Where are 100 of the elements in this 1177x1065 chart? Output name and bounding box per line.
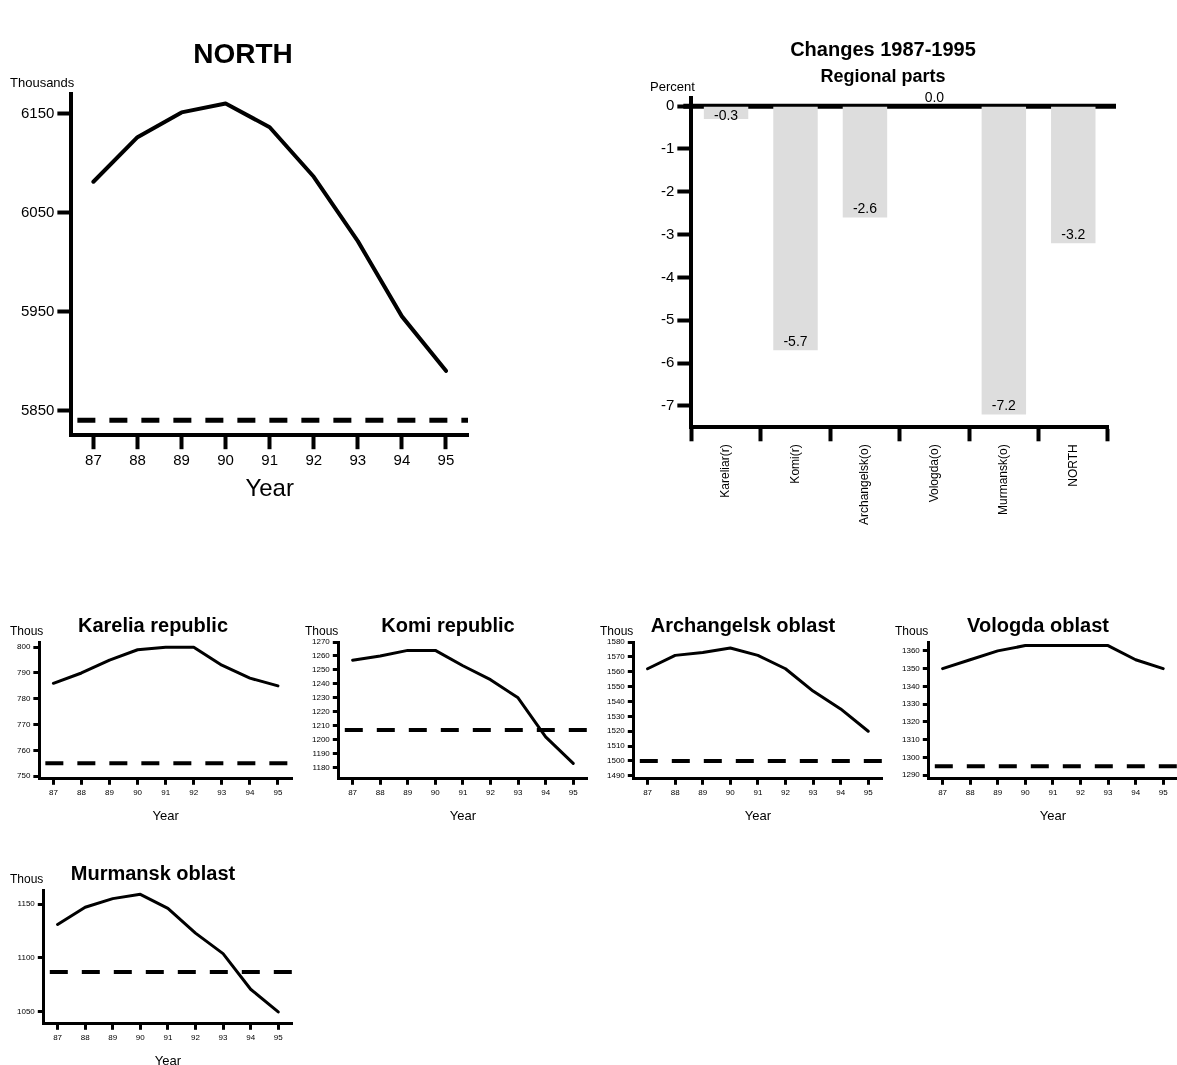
x-tick-label: 89 bbox=[173, 451, 190, 469]
y-tick-label: 1250 bbox=[312, 665, 331, 675]
x-axis-title: Year bbox=[744, 807, 772, 823]
y-tick-label: 1570 bbox=[607, 652, 626, 662]
y-tick-label: 1350 bbox=[902, 663, 921, 673]
x-tick-label: Archangelsk(o) bbox=[857, 444, 872, 525]
x-tick-label: 94 bbox=[1131, 787, 1141, 797]
x-tick-label: 89 bbox=[993, 787, 1003, 797]
y-tick-label: 1560 bbox=[607, 666, 626, 676]
x-tick-label: 92 bbox=[781, 787, 791, 797]
x-tick-label: 92 bbox=[305, 451, 323, 469]
y-tick-label: 5950 bbox=[20, 301, 55, 319]
y-tick-label: 790 bbox=[16, 668, 31, 678]
x-tick-label: 88 bbox=[965, 787, 976, 797]
x-axis-title: Year bbox=[245, 474, 294, 502]
x-tick-label: 95 bbox=[437, 451, 455, 469]
y-tick-label: -7 bbox=[660, 396, 675, 414]
y-tick-label: 6050 bbox=[20, 202, 55, 220]
x-tick-label: 93 bbox=[217, 787, 227, 797]
y-tick-label: 1510 bbox=[607, 741, 626, 751]
x-tick-label: Vologda(o) bbox=[926, 444, 941, 503]
chart-subtitle: Regional parts bbox=[820, 65, 946, 86]
x-tick-label: 95 bbox=[1158, 787, 1169, 797]
x-tick-label: 90 bbox=[133, 787, 143, 797]
y-tick-label: 1200 bbox=[312, 734, 331, 744]
x-tick-label: 91 bbox=[1048, 787, 1058, 797]
x-tick-label: 91 bbox=[261, 451, 279, 469]
y-axis-title: Percent bbox=[650, 78, 696, 94]
x-tick-label: 93 bbox=[1103, 787, 1114, 797]
x-tick-label: 91 bbox=[753, 787, 763, 797]
x-tick-label: 89 bbox=[108, 1032, 118, 1042]
x-tick-label: 92 bbox=[1076, 787, 1086, 797]
chart-title: NORTH bbox=[193, 37, 293, 69]
x-tick-label: 92 bbox=[189, 787, 199, 797]
y-tick-label: 1230 bbox=[312, 693, 331, 703]
x-tick-label: 91 bbox=[458, 787, 468, 797]
y-tick-label: -5 bbox=[660, 310, 675, 328]
x-axis-title: Year bbox=[152, 807, 180, 823]
y-tick-label: 1340 bbox=[902, 681, 921, 691]
x-tick-label: 94 bbox=[393, 451, 411, 469]
x-tick-label: 90 bbox=[430, 787, 441, 797]
data-label: 0.0 bbox=[924, 89, 945, 106]
y-tick-label: 1220 bbox=[312, 707, 331, 716]
x-tick-label: 95 bbox=[273, 787, 283, 797]
y-tick-label: 1500 bbox=[607, 756, 626, 766]
chart-title: Komi republic bbox=[381, 613, 515, 636]
x-tick-label: 93 bbox=[218, 1032, 229, 1042]
x-tick-label: 91 bbox=[161, 787, 171, 797]
y-tick-label: 1050 bbox=[17, 1007, 36, 1017]
x-tick-label: 87 bbox=[643, 787, 653, 797]
x-tick-label: 88 bbox=[670, 787, 681, 797]
y-axis-title: Thous bbox=[305, 624, 339, 639]
x-tick-label: 93 bbox=[349, 451, 367, 469]
x-tick-label: 90 bbox=[1020, 787, 1031, 797]
y-tick-label: 5850 bbox=[20, 400, 55, 418]
y-tick-label: 1150 bbox=[17, 899, 36, 909]
data-label: -2.6 bbox=[852, 200, 878, 217]
y-tick-label: 1190 bbox=[312, 748, 331, 758]
x-tick-label: 94 bbox=[541, 787, 551, 797]
y-tick-label: 750 bbox=[16, 771, 31, 781]
x-tick-label: 94 bbox=[836, 787, 846, 797]
x-tick-label: 91 bbox=[163, 1032, 173, 1042]
x-tick-label: 88 bbox=[80, 1032, 91, 1042]
x-tick-label: NORTH bbox=[1065, 444, 1080, 487]
x-tick-label: 89 bbox=[698, 787, 708, 797]
data-label: -5.7 bbox=[783, 333, 808, 350]
x-tick-label: 90 bbox=[217, 451, 234, 469]
y-tick-label: 1210 bbox=[312, 720, 331, 730]
x-tick-label: 95 bbox=[863, 787, 874, 797]
x-tick-label: 94 bbox=[245, 787, 255, 797]
x-tick-label: 88 bbox=[375, 787, 386, 797]
x-tick-label: 95 bbox=[568, 787, 579, 797]
y-tick-label: 760 bbox=[16, 745, 31, 755]
x-tick-label: 92 bbox=[191, 1032, 201, 1042]
x-tick-label: 88 bbox=[129, 451, 146, 469]
chart-title: Archangelsk oblast bbox=[650, 613, 836, 636]
y-tick-label: 1530 bbox=[607, 711, 626, 721]
y-axis-title: Thous bbox=[895, 624, 929, 639]
x-tick-label: 92 bbox=[486, 787, 496, 797]
y-tick-label: 1310 bbox=[902, 734, 921, 744]
x-tick-label: 87 bbox=[85, 451, 102, 469]
y-axis-title: Thousands bbox=[10, 74, 75, 90]
chart-title: Karelia republic bbox=[77, 613, 229, 636]
y-tick-label: 1260 bbox=[312, 651, 331, 661]
y-tick-label: 1100 bbox=[17, 953, 36, 963]
x-tick-label: Komi(r) bbox=[787, 444, 802, 484]
x-tick-label: 95 bbox=[273, 1032, 284, 1042]
x-tick-label: 90 bbox=[135, 1032, 146, 1042]
y-tick-label: -3 bbox=[660, 224, 675, 242]
y-tick-label: -4 bbox=[660, 267, 675, 285]
chart-title: Changes 1987-1995 bbox=[790, 37, 976, 60]
y-tick-label: 1580 bbox=[607, 637, 626, 647]
y-tick-label: -6 bbox=[660, 353, 675, 371]
y-tick-label: 1330 bbox=[902, 699, 921, 709]
y-tick-label: 1290 bbox=[902, 770, 921, 780]
x-tick-label: 87 bbox=[348, 787, 358, 797]
y-tick-label: 1240 bbox=[312, 679, 331, 689]
x-tick-label: 93 bbox=[513, 787, 524, 797]
x-axis-title: Year bbox=[1039, 807, 1067, 823]
y-tick-label: 1520 bbox=[607, 726, 626, 736]
